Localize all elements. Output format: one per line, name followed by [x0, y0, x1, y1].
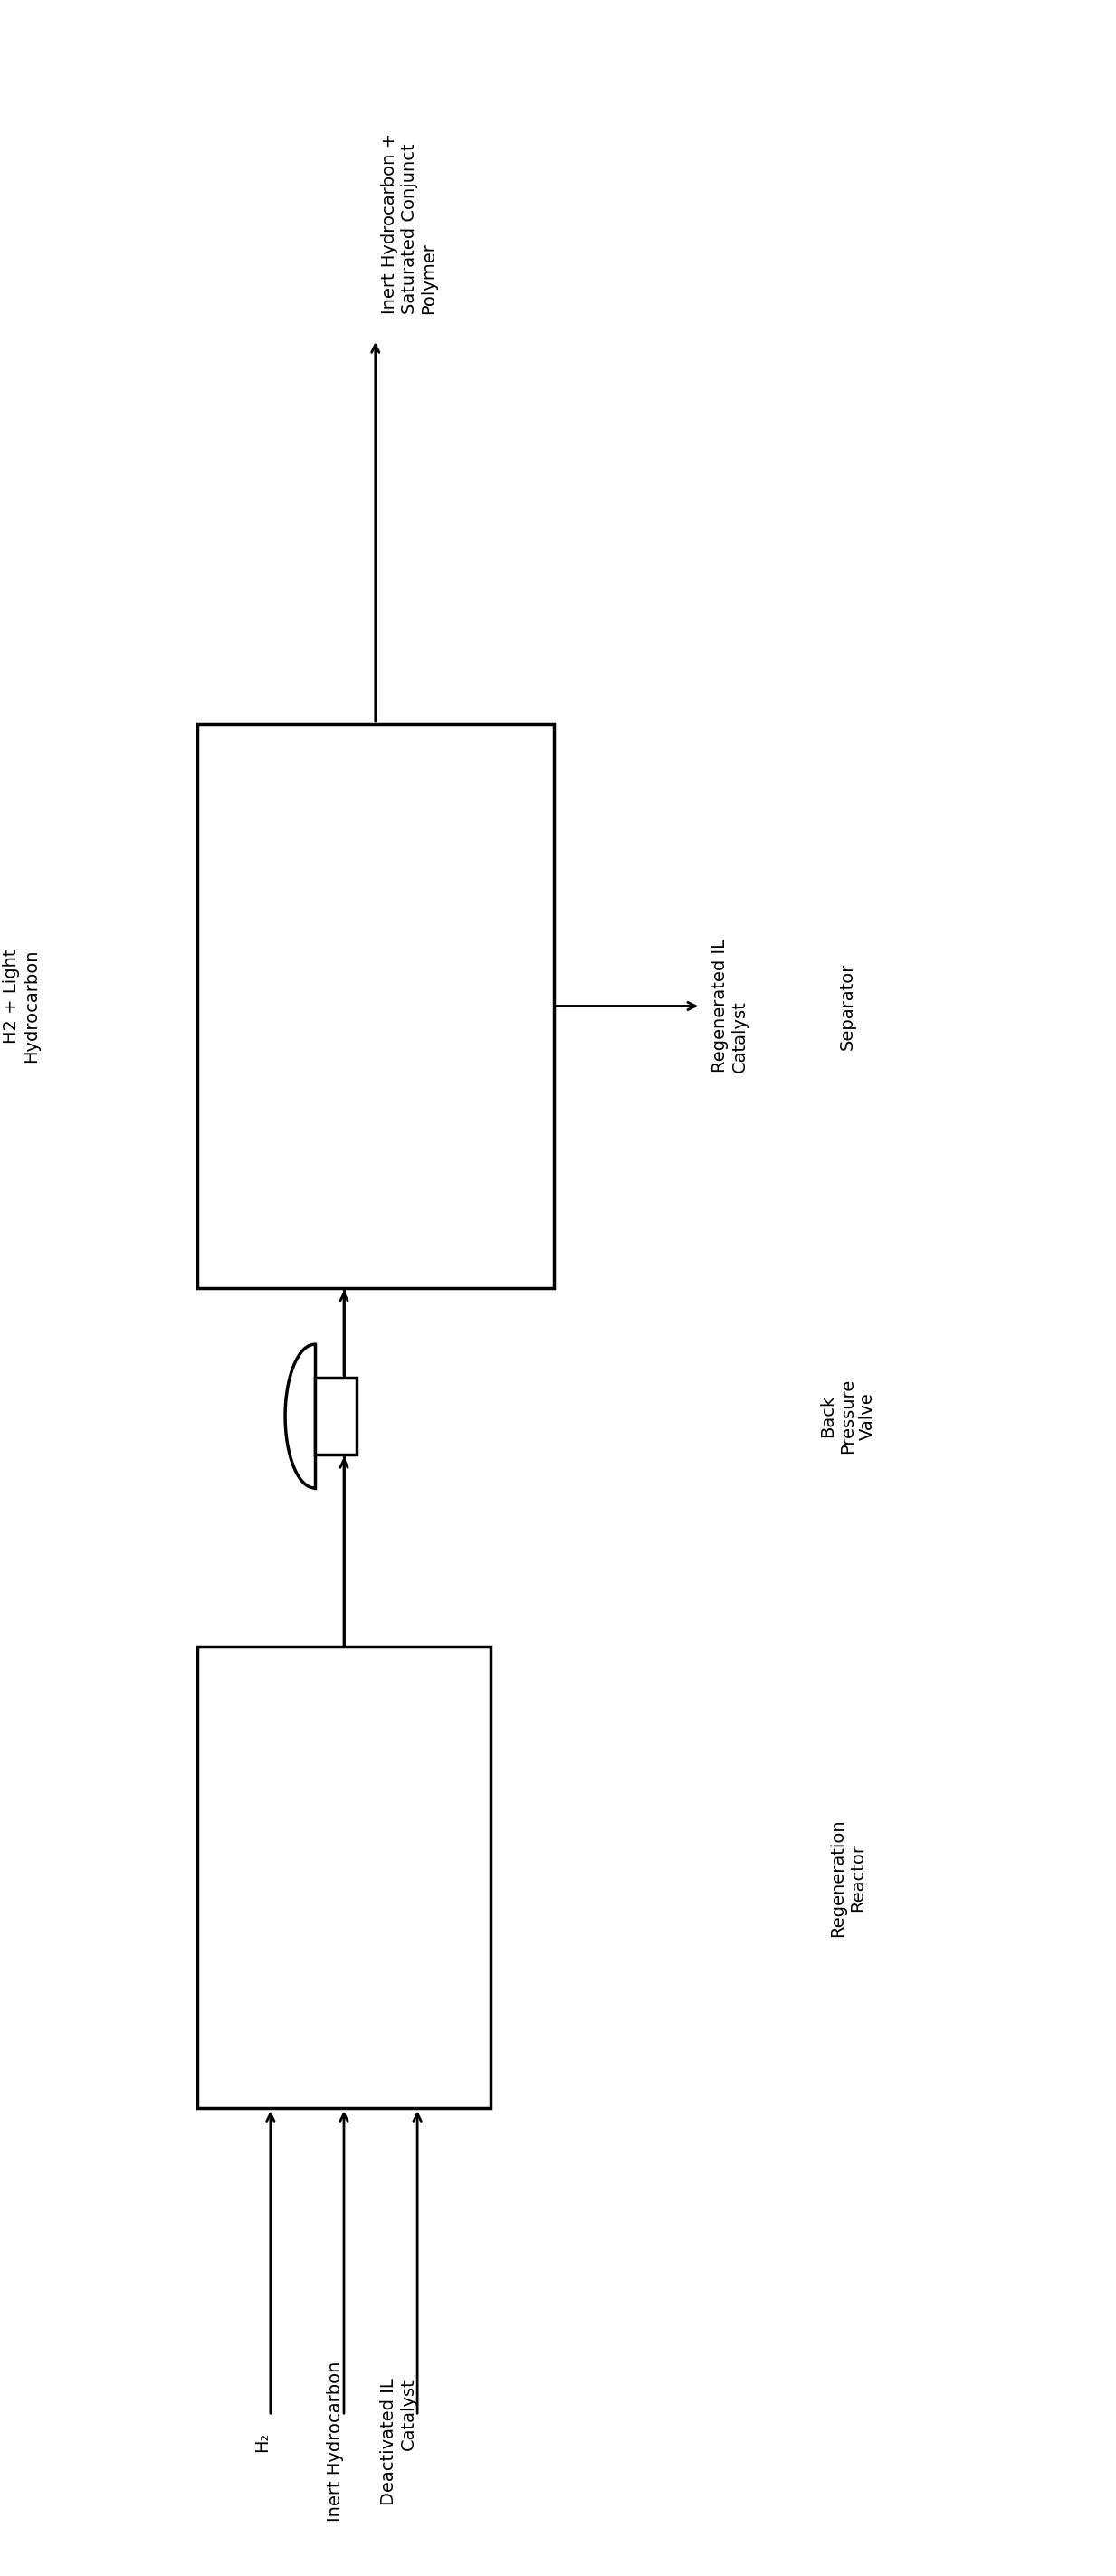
Text: Regenerated IL
Catalyst: Regenerated IL Catalyst: [711, 940, 748, 1074]
Text: Deactivated IL
Catalyst: Deactivated IL Catalyst: [381, 2378, 417, 2506]
Text: Separator: Separator: [839, 963, 856, 1048]
Text: Back
Pressure
Valve: Back Pressure Valve: [819, 1378, 876, 1453]
Text: Regeneration
Reactor: Regeneration Reactor: [829, 1819, 866, 1937]
Text: Inert Hydrocarbon: Inert Hydrocarbon: [327, 2362, 344, 2522]
Text: Inert Hydrocarbon +
Saturated Conjunct
Polymer: Inert Hydrocarbon + Saturated Conjunct P…: [381, 134, 437, 314]
Bar: [198, 1646, 491, 2107]
Bar: [315, 1378, 356, 1455]
Bar: [198, 724, 554, 1288]
Text: H₂: H₂: [253, 2432, 270, 2452]
Text: H2 + Light
Hydrocarbon: H2 + Light Hydrocarbon: [2, 948, 40, 1064]
